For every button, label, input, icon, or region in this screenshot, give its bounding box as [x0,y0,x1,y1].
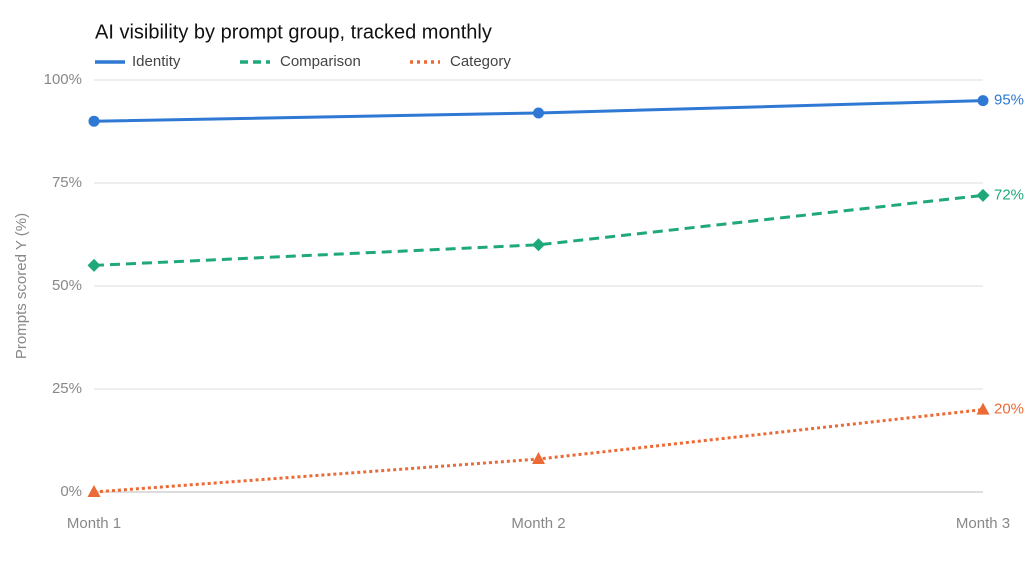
y-tick-label: 100% [44,71,82,88]
value-label: 95% [994,92,1024,109]
point [532,238,545,252]
x-tick-label: Month 1 [67,515,121,532]
y-tick-label: 25% [52,380,82,397]
point [976,402,990,415]
series-line [93,408,984,494]
point [533,107,544,119]
x-tick-label: Month 3 [956,515,1010,532]
series-line [93,193,984,267]
y-tick-label: 50% [52,277,82,294]
y-tick-label: 0% [60,483,82,500]
value-label: 72% [994,186,1024,203]
point [532,452,545,465]
legend-label: Category [450,53,511,70]
legend-label: Identity [132,53,181,70]
y-axis-label: Prompts scored Y (%) [13,213,30,359]
point [88,115,100,127]
point [87,258,101,272]
chart-title: AI visibility by prompt group, tracked m… [95,21,492,43]
point [87,485,101,497]
y-tick-label: 75% [52,174,82,191]
value-label: 20% [994,401,1024,418]
x-tick-label: Month 2 [511,515,565,532]
legend-label: Comparison [280,53,361,70]
point [976,188,990,202]
point [977,95,989,107]
